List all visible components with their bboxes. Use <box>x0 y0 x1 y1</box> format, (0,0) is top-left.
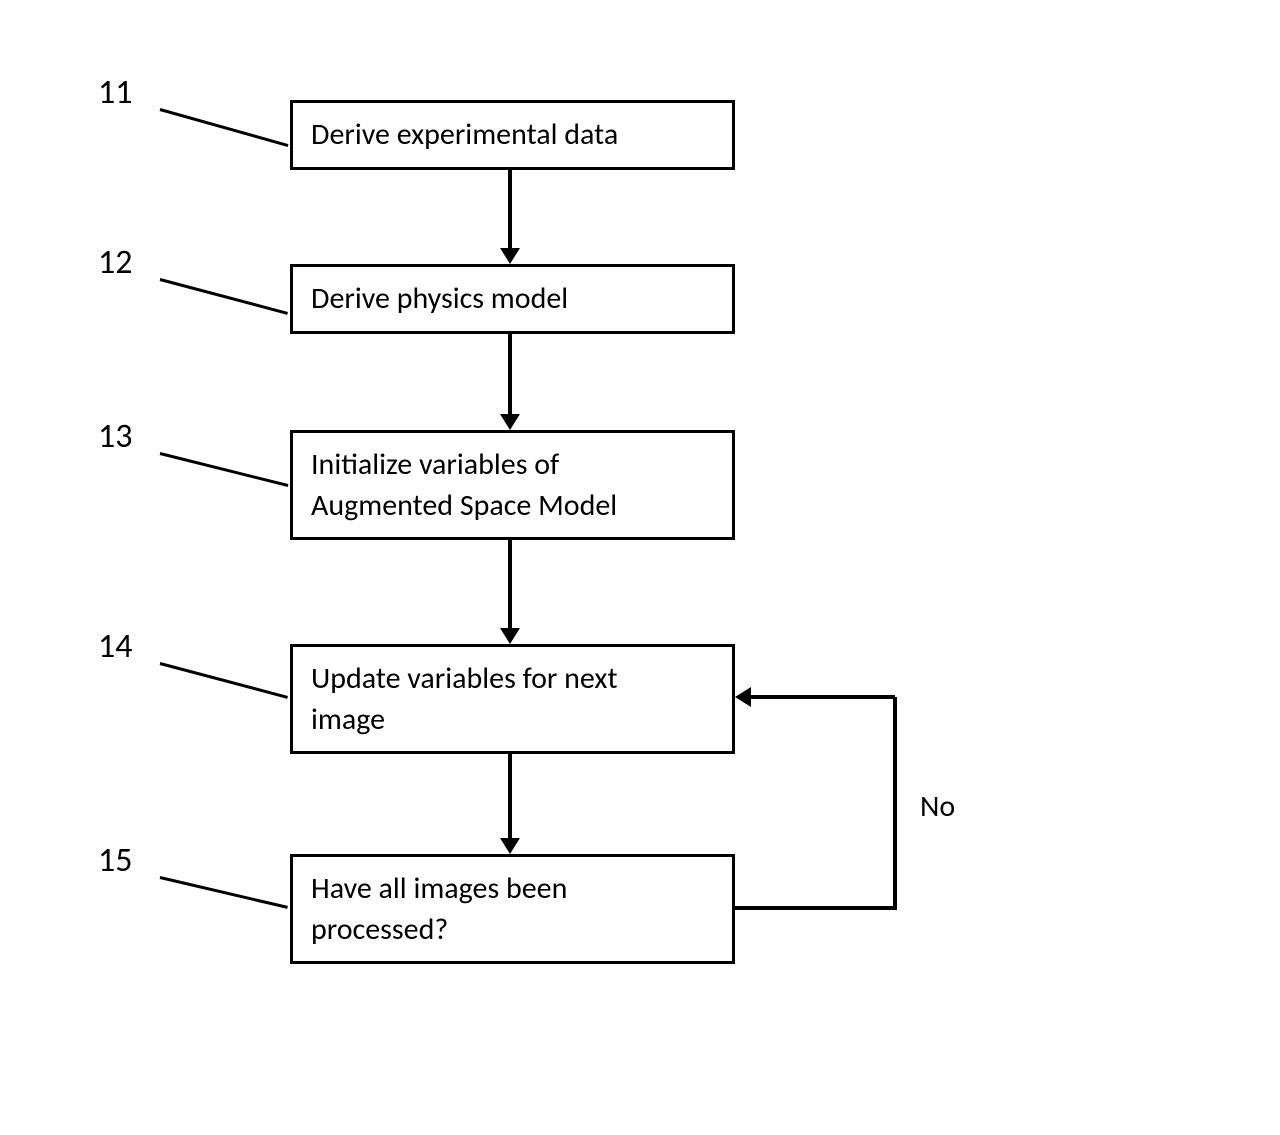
arrow-line <box>735 906 895 910</box>
arrow-head-icon <box>500 838 520 854</box>
arrow-line <box>749 695 895 699</box>
arrow-head-icon <box>500 248 520 264</box>
leader-line <box>160 108 289 147</box>
flowchart-node: Derive experimental data <box>290 100 735 170</box>
arrow-head-icon <box>735 687 751 707</box>
leader-line <box>160 278 289 315</box>
edge-label: No <box>920 788 955 825</box>
flowchart-node: Derive physics model <box>290 264 735 334</box>
node-text-line: processed? <box>311 910 714 951</box>
flowchart-node: Update variables for nextimage <box>290 644 735 754</box>
node-text-line: Derive experimental data <box>311 115 714 156</box>
arrow-line <box>508 754 512 840</box>
node-number-label: 12 <box>98 242 132 283</box>
node-text-line: Derive physics model <box>311 279 714 320</box>
arrow-head-icon <box>500 628 520 644</box>
arrow-line <box>508 540 512 630</box>
arrow-line <box>893 697 897 910</box>
arrow-head-icon <box>500 414 520 430</box>
node-number-label: 15 <box>98 840 132 881</box>
leader-line <box>160 452 289 487</box>
node-text-line: Update variables for next <box>311 659 714 700</box>
node-number-label: 11 <box>98 72 132 113</box>
leader-line <box>160 662 289 699</box>
node-text-line: image <box>311 700 714 741</box>
flowchart-container: 11 Derive experimental data 12 Derive physi… <box>0 0 1280 1135</box>
node-number-label: 13 <box>98 416 132 457</box>
node-text-line: Augmented Space Model <box>311 486 714 527</box>
arrow-line <box>508 334 512 416</box>
leader-line <box>160 876 289 909</box>
node-text-line: Initialize variables of <box>311 445 714 486</box>
flowchart-node: Initialize variables ofAugmented Space M… <box>290 430 735 540</box>
node-number-label: 14 <box>98 626 132 667</box>
arrow-line <box>508 170 512 250</box>
flowchart-node: Have all images beenprocessed? <box>290 854 735 964</box>
node-text-line: Have all images been <box>311 869 714 910</box>
